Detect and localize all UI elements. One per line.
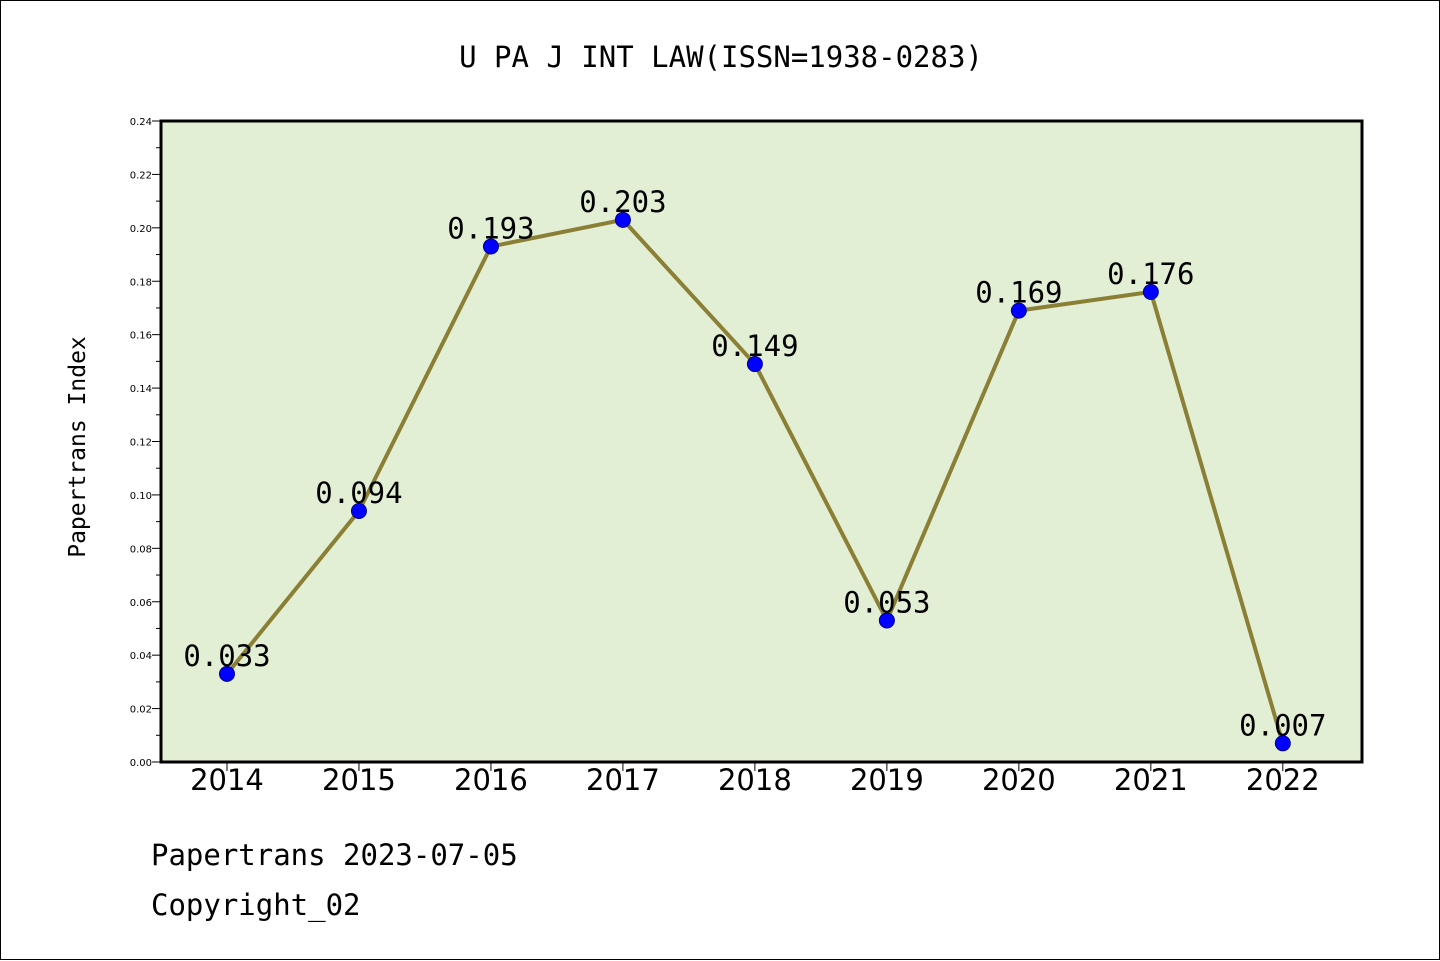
y-tick-label: 0.14 [130, 384, 152, 395]
x-tick-label: 2021 [1114, 763, 1188, 797]
data-point [878, 612, 895, 629]
y-tick-label: 0.00 [130, 758, 152, 769]
data-point [1010, 302, 1027, 319]
data-label: 0.193 [447, 212, 534, 246]
plot-frame [159, 119, 1364, 764]
x-tick-label: 2018 [718, 763, 792, 797]
data-point [350, 502, 367, 519]
x-axis: 2014 2015 2016 2017 2018 2019 2020 2021 2022 [190, 762, 1320, 797]
data-point [482, 238, 499, 255]
data-label: 0.149 [711, 329, 798, 363]
x-tick-label: 2017 [586, 763, 660, 797]
plot-area [161, 121, 1362, 762]
x-tick-label: 2014 [190, 763, 264, 797]
data-label: 0.033 [183, 639, 270, 673]
y-tick-label: 0.24 [130, 117, 152, 128]
x-tick-label: 2016 [454, 763, 528, 797]
x-tick-label: 2022 [1246, 763, 1320, 797]
data-labels: 0.033 0.094 0.193 0.203 0.149 0.053 0.169 0.176… [183, 185, 1326, 742]
chart-title: U PA J INT LAW(ISSN=1938-0283) [459, 40, 983, 74]
y-tick-label: 0.08 [130, 544, 152, 555]
y-tick-label: 0.06 [130, 598, 152, 609]
x-tick-label: 2015 [322, 763, 396, 797]
y-tick-label: 0.20 [130, 224, 152, 235]
x-tick-label: 2020 [982, 763, 1056, 797]
data-label: 0.203 [579, 185, 666, 219]
y-tick-label: 0.16 [130, 331, 152, 342]
footer-copyright: Copyright_02 [151, 888, 361, 923]
x-tick-label: 2019 [850, 763, 924, 797]
series-layer [218, 211, 1291, 752]
data-label: 0.007 [1239, 708, 1326, 742]
y-tick-label: 0.22 [130, 170, 152, 181]
y-tick-label: 0.18 [130, 277, 152, 288]
data-point [1142, 283, 1159, 300]
data-label: 0.053 [843, 585, 930, 619]
data-point [746, 356, 763, 373]
y-tick-label: 0.10 [130, 491, 152, 502]
data-label: 0.169 [975, 276, 1062, 310]
y-tick-label: 0.12 [130, 438, 152, 449]
data-label: 0.094 [315, 476, 402, 510]
y-tick-label: 0.02 [130, 705, 152, 716]
y-axis-label: Papertrans Index [65, 336, 91, 558]
data-point [1274, 735, 1291, 752]
footer-date: Papertrans 2023-07-05 [151, 838, 518, 872]
data-point [218, 665, 235, 682]
data-point [614, 211, 631, 228]
y-axis: 0.00 0.02 0.04 0.06 0.08 0.10 0.12 0.14 0.16 0.18… [130, 117, 161, 769]
y-tick-label: 0.04 [130, 651, 152, 662]
data-label: 0.176 [1107, 257, 1194, 291]
